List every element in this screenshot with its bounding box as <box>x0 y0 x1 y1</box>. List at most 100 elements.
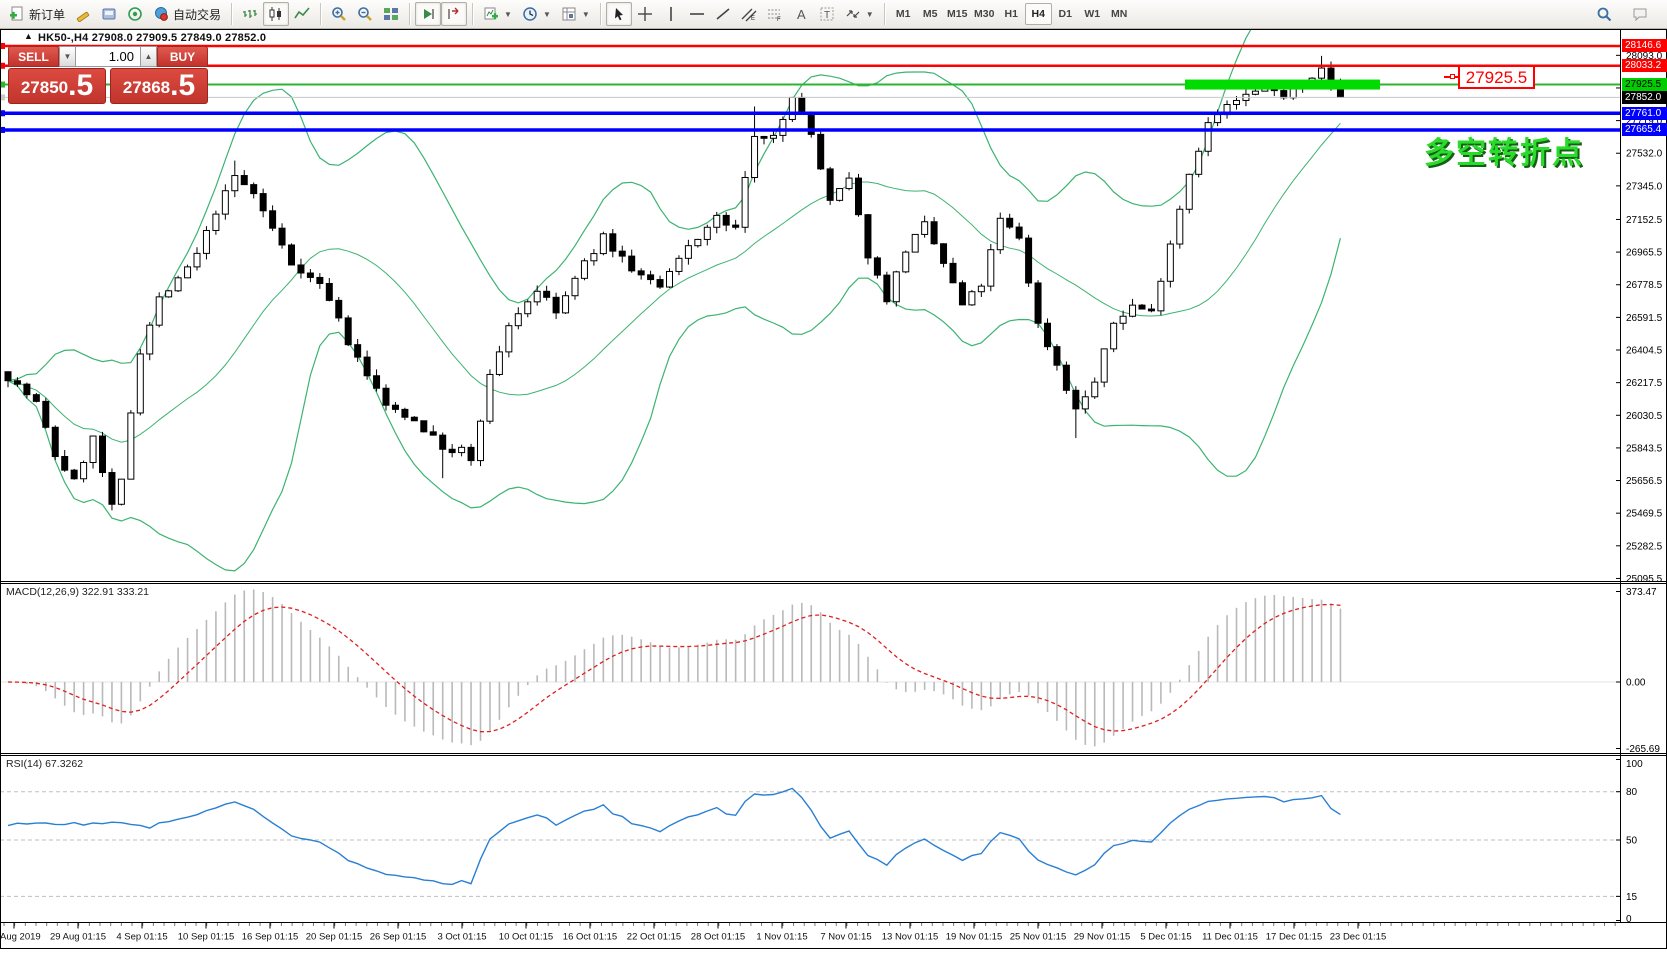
highlight-band[interactable] <box>1185 79 1380 90</box>
linechart-glyph <box>294 7 310 19</box>
dropdown-caret-icon[interactable]: ▼ <box>542 9 551 19</box>
periods-button[interactable]: ▼ <box>517 2 556 26</box>
candle-chart-button[interactable] <box>263 2 290 26</box>
volume-increase-button[interactable]: ▲ <box>140 46 157 67</box>
toolbar-separator <box>472 3 474 25</box>
metaeditor-button[interactable] <box>70 2 96 26</box>
dropdown-caret-icon[interactable]: ▼ <box>865 9 874 19</box>
bollinger-lower-band <box>7 238 1341 572</box>
chart-canvas[interactable]: 28093.027906.027719.027532.027345.027152… <box>0 29 1667 953</box>
hline-anchor[interactable] <box>0 62 5 69</box>
price-callout-27925[interactable]: 27925.5 <box>1458 65 1535 89</box>
search-icon[interactable] <box>1591 2 1617 26</box>
autotrading-button[interactable]: 自动交易 <box>148 2 226 26</box>
timeframe-m30-button[interactable]: M30 <box>974 8 995 20</box>
bollinger-upper-band <box>7 29 1252 382</box>
textT-glyph: T <box>820 7 834 21</box>
svg-text:E: E <box>751 16 755 22</box>
dropdown-caret-icon[interactable]: ▼ <box>581 9 590 19</box>
volume-decrease-button[interactable]: ▼ <box>59 46 76 67</box>
horizontal-line-button[interactable] <box>684 2 710 26</box>
svg-text:7 Nov 01:15: 7 Nov 01:15 <box>820 932 871 943</box>
toolbar-separator <box>320 3 322 25</box>
buy-price-button[interactable]: 27868.5 <box>110 68 208 104</box>
new-order-button[interactable]: 新订单 <box>4 2 70 26</box>
svg-text:27152.5: 27152.5 <box>1626 215 1663 226</box>
chart-shift-button[interactable] <box>441 2 468 26</box>
shapes-glyph <box>846 10 860 18</box>
buy-button[interactable]: BUY <box>157 46 208 67</box>
timeframe-h4-button[interactable]: H4 <box>1024 3 1052 25</box>
svg-text:26591.5: 26591.5 <box>1626 313 1663 324</box>
chat-glyph <box>1633 8 1647 22</box>
expand-panel-arrow[interactable]: ▲ <box>24 31 33 41</box>
timeframe-w1-button[interactable]: W1 <box>1084 8 1101 20</box>
svg-text:27719.0: 27719.0 <box>1626 116 1663 127</box>
time-axis[interactable]: 23 Aug 2019 29 Aug 01:15 4 Sep 01:15 10 Sep… <box>0 922 1616 943</box>
timeframe-m5-button[interactable]: M5 <box>922 8 938 20</box>
volume-input[interactable] <box>76 46 140 67</box>
svg-text:22 Oct 01:15: 22 Oct 01:15 <box>627 932 681 943</box>
sell-price-button[interactable]: 27850.5 <box>8 68 106 104</box>
line-chart-button[interactable] <box>289 2 315 26</box>
toolbar-separator <box>231 3 233 25</box>
terminal-glyph <box>102 8 116 20</box>
templates-button[interactable]: ▼ <box>556 2 595 26</box>
sell-button[interactable]: SELL <box>8 46 59 67</box>
clock-glyph <box>523 7 537 21</box>
hline-anchor[interactable] <box>0 110 5 117</box>
price-line-label-28033.2: 28033.2 <box>1622 59 1667 73</box>
equidistant-channel-button[interactable]: E <box>736 2 762 26</box>
svg-text:29 Nov 01:15: 29 Nov 01:15 <box>1074 932 1131 943</box>
timeframe-h1-button[interactable]: H1 <box>1004 8 1018 20</box>
bollinger-middle-band <box>7 122 1341 443</box>
hline-anchor[interactable] <box>0 81 5 88</box>
svg-text:25282.5: 25282.5 <box>1626 541 1663 552</box>
price-axis[interactable]: 28093.027906.027719.027532.027345.027152… <box>1616 51 1663 585</box>
svg-text:17 Dec 01:15: 17 Dec 01:15 <box>1266 932 1323 943</box>
channel-glyph: E <box>741 8 757 22</box>
svg-text:27345.0: 27345.0 <box>1626 181 1663 192</box>
signals-button[interactable] <box>122 2 148 26</box>
crosshair-glyph <box>637 7 652 21</box>
hline-anchor[interactable] <box>0 94 5 101</box>
svg-text:1 Nov 01:15: 1 Nov 01:15 <box>756 932 807 943</box>
barchart-glyph <box>243 10 258 18</box>
shapes-button[interactable]: ▼ <box>840 2 879 26</box>
new-chart-button[interactable]: ▼ <box>478 2 517 26</box>
crosshair-button[interactable] <box>632 2 658 26</box>
fibonacci-button[interactable]: F <box>762 2 788 26</box>
pencil-glyph <box>76 11 90 22</box>
hline-anchor[interactable] <box>0 126 5 133</box>
zoom-out-button[interactable] <box>352 2 378 26</box>
text-button[interactable]: A <box>788 2 814 26</box>
dropdown-caret-icon[interactable]: ▼ <box>504 9 512 19</box>
vertical-line-button[interactable] <box>658 2 684 26</box>
zoom-in-button[interactable] <box>326 2 352 26</box>
buy-price-pip: .5 <box>170 69 196 102</box>
macd-pane: 373.47 0.00 -265.69 <box>0 587 1660 755</box>
timeframe-m15-button[interactable]: M15 <box>947 8 968 20</box>
price-callout-anchor[interactable] <box>1450 74 1455 79</box>
auto-scroll-button[interactable] <box>415 2 442 26</box>
timeframe-mn-button[interactable]: MN <box>1111 8 1128 20</box>
bar-chart-button[interactable] <box>237 2 263 26</box>
signal-glyph <box>128 7 142 21</box>
timeframe-d1-button[interactable]: D1 <box>1058 8 1072 20</box>
tile-windows-button[interactable] <box>378 2 404 26</box>
hline-anchor[interactable] <box>0 42 5 49</box>
text-label-button[interactable]: T <box>814 2 840 26</box>
terminal-button[interactable] <box>96 2 122 26</box>
macd-signal-line <box>7 603 1341 733</box>
timeframe-m1-button[interactable]: M1 <box>895 8 911 20</box>
chat-icon[interactable] <box>1627 2 1653 26</box>
hline-glyph <box>689 13 704 15</box>
trendline-button[interactable] <box>710 2 736 26</box>
svg-text:100: 100 <box>1626 759 1643 770</box>
sell-price-main: 27850 <box>20 78 69 97</box>
cursor-button[interactable] <box>605 2 632 26</box>
template-glyph <box>562 7 576 21</box>
svg-text:373.47: 373.47 <box>1626 587 1657 598</box>
textA-glyph: A <box>797 7 806 22</box>
